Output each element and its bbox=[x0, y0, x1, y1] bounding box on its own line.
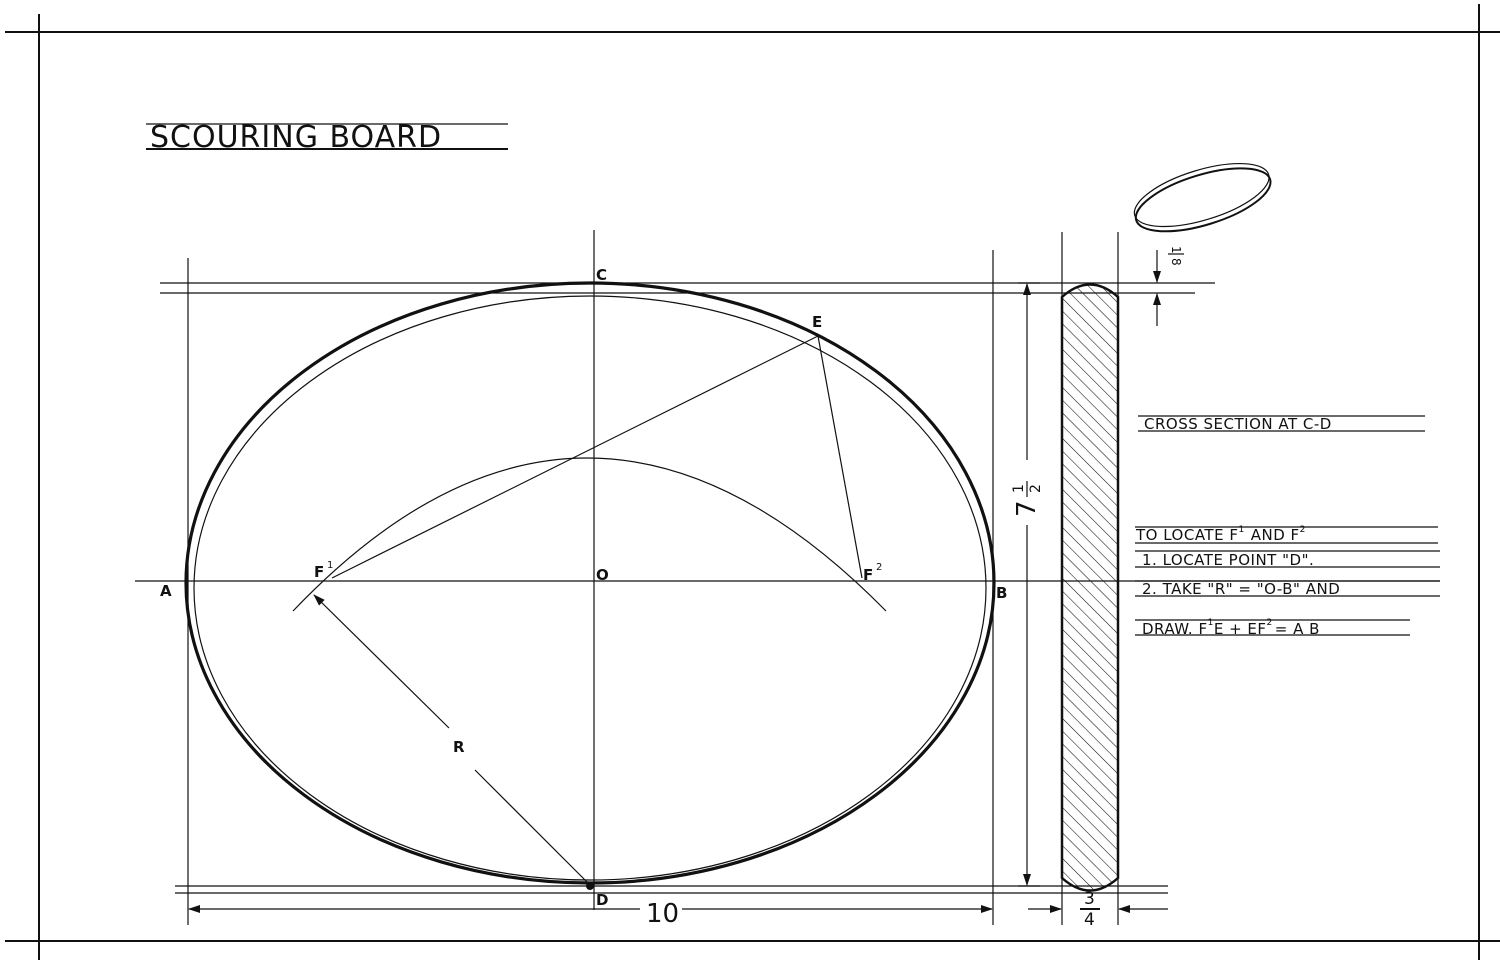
edge-label: 1 8 bbox=[1168, 246, 1184, 266]
cross-section-shape bbox=[1060, 283, 1120, 892]
radius-line-lower bbox=[474, 769, 591, 886]
label-f1-sup: 1 bbox=[327, 560, 333, 571]
label-c: C bbox=[596, 266, 607, 284]
note-rules bbox=[1135, 415, 1440, 636]
label-a: A bbox=[160, 582, 172, 600]
radius-line-upper bbox=[313, 594, 450, 729]
height-dimension bbox=[1018, 282, 1040, 887]
height-numerator: 1 bbox=[1011, 484, 1027, 493]
sheet-border bbox=[5, 4, 1500, 960]
width-label: 10 bbox=[646, 899, 679, 929]
focus-construction bbox=[292, 335, 887, 890]
point-d-dot bbox=[586, 882, 594, 890]
cross-section-note: CROSS SECTION AT C-D bbox=[1144, 415, 1332, 433]
label-f2: F bbox=[863, 566, 873, 584]
thickness-numerator: 3 bbox=[1084, 889, 1095, 909]
note-heading: TO LOCATE F1 AND F2 bbox=[1135, 525, 1306, 544]
label-f2-sup: 2 bbox=[876, 562, 882, 573]
label-b: B bbox=[996, 584, 1007, 602]
label-o: O bbox=[596, 566, 609, 584]
height-label: 7 1 2 bbox=[1011, 481, 1044, 517]
title-underline bbox=[146, 123, 508, 150]
note-step-3: DRAW. F1E + EF2 = A B bbox=[1142, 618, 1320, 638]
label-f1: F bbox=[314, 563, 324, 581]
height-denominator: 2 bbox=[1028, 484, 1044, 493]
height-whole: 7 bbox=[1012, 500, 1042, 517]
pictorial-view bbox=[1133, 162, 1272, 233]
label-r: R bbox=[453, 738, 465, 756]
label-d: D bbox=[596, 891, 608, 909]
edge-numerator: 1 bbox=[1169, 246, 1183, 254]
note-step-2: 2. TAKE "R" = "O-B" AND bbox=[1142, 580, 1340, 598]
edge-denominator: 8 bbox=[1169, 258, 1183, 266]
note-step-1: 1. LOCATE POINT "D". bbox=[1142, 551, 1314, 569]
thickness-denominator: 4 bbox=[1084, 910, 1095, 930]
label-e: E bbox=[812, 313, 822, 331]
